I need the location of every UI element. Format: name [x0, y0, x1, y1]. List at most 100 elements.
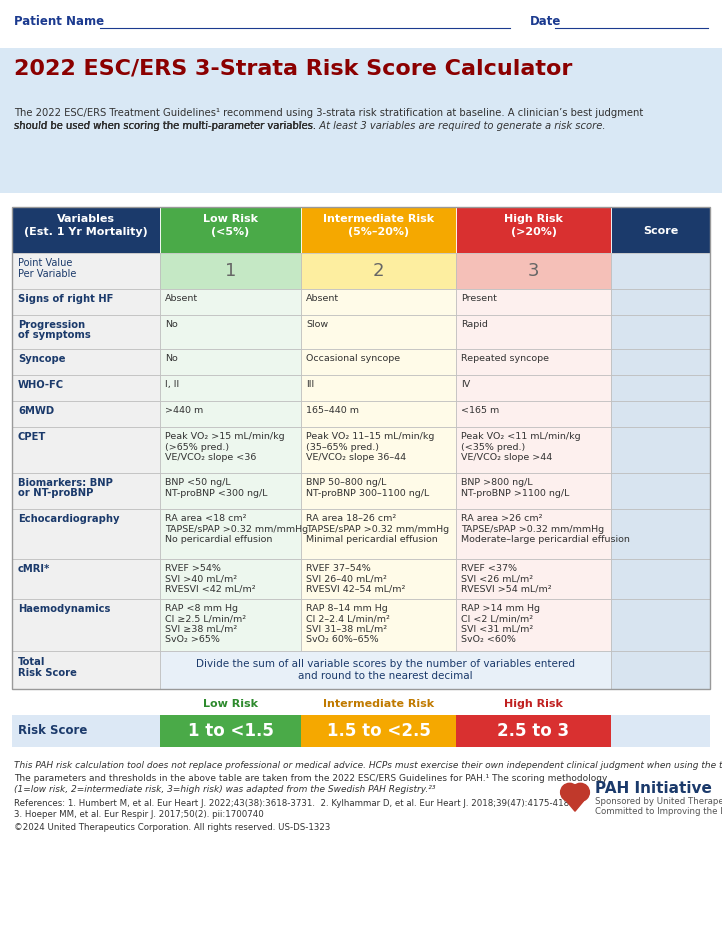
Text: 1.5 to <2.5: 1.5 to <2.5	[326, 722, 430, 740]
Circle shape	[560, 784, 578, 801]
Text: Syncope: Syncope	[18, 354, 66, 364]
Text: No pericardial effusion: No pericardial effusion	[165, 535, 272, 544]
Bar	[456, 473, 611, 509]
Bar	[301, 253, 456, 289]
Bar	[611, 651, 710, 689]
Text: SVI <26 mL/m²: SVI <26 mL/m²	[461, 574, 533, 584]
Text: Absent: Absent	[306, 294, 339, 303]
Bar	[12, 207, 710, 689]
Text: VE/VCO₂ slope >44: VE/VCO₂ slope >44	[461, 453, 552, 462]
Bar	[301, 599, 456, 651]
Text: Committed to Improving the Lives of Patients: Committed to Improving the Lives of Pati…	[595, 807, 722, 816]
Text: Haemodynamics: Haemodynamics	[18, 604, 110, 614]
Bar	[160, 315, 301, 349]
Text: RVEF >54%: RVEF >54%	[165, 564, 221, 573]
Text: Present: Present	[461, 294, 497, 303]
Bar	[456, 715, 611, 747]
Text: Repeated syncope: Repeated syncope	[461, 354, 549, 363]
Text: NT-proBNP >1100 ng/L: NT-proBNP >1100 ng/L	[461, 488, 570, 498]
Text: should be used when scoring the multi-parameter variables. At least 3 variables : should be used when scoring the multi-pa…	[14, 121, 606, 131]
Text: Minimal pericardial effusion: Minimal pericardial effusion	[306, 535, 438, 544]
Bar	[456, 253, 611, 289]
Text: SvO₂ <60%: SvO₂ <60%	[461, 635, 516, 644]
Bar	[12, 207, 160, 253]
Text: SVI 31–38 mL/m²: SVI 31–38 mL/m²	[306, 625, 387, 634]
Text: Intermediate Risk: Intermediate Risk	[323, 699, 434, 709]
Bar	[160, 253, 301, 289]
Text: Signs of right HF: Signs of right HF	[18, 294, 113, 304]
Text: CI ≥2.5 L/min/m²: CI ≥2.5 L/min/m²	[165, 615, 246, 624]
Text: SvO₂ 60%–65%: SvO₂ 60%–65%	[306, 635, 378, 644]
Bar	[456, 207, 611, 253]
Text: cMRI*: cMRI*	[18, 564, 51, 574]
Text: RVESVI >54 mL/m²: RVESVI >54 mL/m²	[461, 585, 552, 594]
Text: (Est. 1 Yr Mortality): (Est. 1 Yr Mortality)	[24, 227, 148, 237]
Bar	[160, 599, 301, 651]
Bar	[611, 401, 710, 427]
Bar	[0, 193, 722, 207]
Text: 6MWD: 6MWD	[18, 406, 54, 416]
Bar	[301, 315, 456, 349]
Bar	[611, 715, 710, 747]
Text: ©2024 United Therapeutics Corporation. All rights reserved. US-DS-1323: ©2024 United Therapeutics Corporation. A…	[14, 823, 331, 832]
Polygon shape	[562, 795, 588, 812]
Bar	[160, 427, 301, 473]
Bar	[611, 349, 710, 375]
Text: TAPSE/sPAP >0.32 mm/mmHg: TAPSE/sPAP >0.32 mm/mmHg	[165, 525, 308, 533]
Text: III: III	[306, 380, 314, 389]
Bar	[301, 207, 456, 253]
Text: Sponsored by United Therapeutics: Sponsored by United Therapeutics	[595, 797, 722, 806]
Bar	[301, 375, 456, 401]
Text: I, II: I, II	[165, 380, 179, 389]
Text: TAPSE/sPAP >0.32 mm/mmHg: TAPSE/sPAP >0.32 mm/mmHg	[461, 525, 604, 533]
Bar	[301, 349, 456, 375]
Bar	[456, 427, 611, 473]
Bar	[160, 289, 301, 315]
Bar	[12, 651, 160, 689]
Text: SVI ≥38 mL/m²: SVI ≥38 mL/m²	[165, 625, 238, 634]
Text: No: No	[165, 320, 178, 329]
Text: This PAH risk calculation tool does not replace professional or medical advice. : This PAH risk calculation tool does not …	[14, 761, 722, 770]
Text: 2.5 to 3: 2.5 to 3	[497, 722, 570, 740]
Text: RAP 8–14 mm Hg: RAP 8–14 mm Hg	[306, 604, 388, 613]
Text: PAH Initiative: PAH Initiative	[595, 781, 712, 796]
Text: 3. Hoeper MM, et al. Eur Respir J. 2017;50(2). pii:1700740: 3. Hoeper MM, et al. Eur Respir J. 2017;…	[14, 810, 264, 819]
Text: Low Risk: Low Risk	[203, 214, 258, 224]
Bar	[160, 715, 301, 747]
Bar	[301, 401, 456, 427]
Text: Divide the sum of all variable scores by the number of variables entered: Divide the sum of all variable scores by…	[196, 659, 575, 669]
Text: SVI >40 mL/m²: SVI >40 mL/m²	[165, 574, 237, 584]
Text: TAPSE/sPAP >0.32 mm/mmHg: TAPSE/sPAP >0.32 mm/mmHg	[306, 525, 449, 533]
Bar	[160, 473, 301, 509]
Text: SvO₂ >65%: SvO₂ >65%	[165, 635, 220, 644]
Bar	[160, 375, 301, 401]
Bar	[611, 509, 710, 559]
Text: Absent: Absent	[165, 294, 198, 303]
Text: RA area >26 cm²: RA area >26 cm²	[461, 514, 542, 523]
Text: Date: Date	[530, 15, 562, 28]
Text: (35–65% pred.): (35–65% pred.)	[306, 443, 379, 451]
Bar	[12, 289, 160, 315]
Text: Progression: Progression	[18, 320, 85, 330]
Text: Risk Score: Risk Score	[18, 668, 77, 678]
Bar	[301, 509, 456, 559]
Text: NT-proBNP <300 ng/L: NT-proBNP <300 ng/L	[165, 488, 267, 498]
Text: The 2022 ESC/ERS Treatment Guidelines¹ recommend using 3-strata risk stratificat: The 2022 ESC/ERS Treatment Guidelines¹ r…	[14, 108, 643, 118]
Text: and round to the nearest decimal: and round to the nearest decimal	[298, 671, 473, 681]
Bar	[12, 315, 160, 349]
Bar	[456, 349, 611, 375]
Text: should be used when scoring the multi-parameter variables.: should be used when scoring the multi-pa…	[14, 121, 319, 131]
Bar	[611, 207, 710, 253]
Text: RVESVI <42 mL/m²: RVESVI <42 mL/m²	[165, 585, 256, 594]
Bar	[611, 253, 710, 289]
Text: should be used when scoring the multi-parameter variables.: should be used when scoring the multi-pa…	[14, 121, 319, 131]
Bar	[301, 559, 456, 599]
Bar	[456, 599, 611, 651]
Bar	[160, 651, 611, 689]
Text: VE/VCO₂ slope <36: VE/VCO₂ slope <36	[165, 453, 256, 462]
Text: Risk Score: Risk Score	[18, 725, 87, 738]
Bar	[456, 375, 611, 401]
Bar	[160, 559, 301, 599]
Bar	[0, 48, 722, 193]
Bar	[12, 253, 160, 289]
